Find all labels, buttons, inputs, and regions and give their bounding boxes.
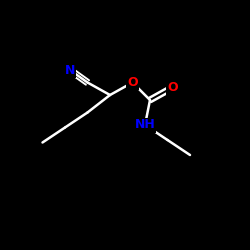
Text: O: O [167, 81, 178, 94]
Text: O: O [127, 76, 138, 89]
Text: NH: NH [134, 118, 156, 132]
Text: N: N [65, 64, 75, 76]
